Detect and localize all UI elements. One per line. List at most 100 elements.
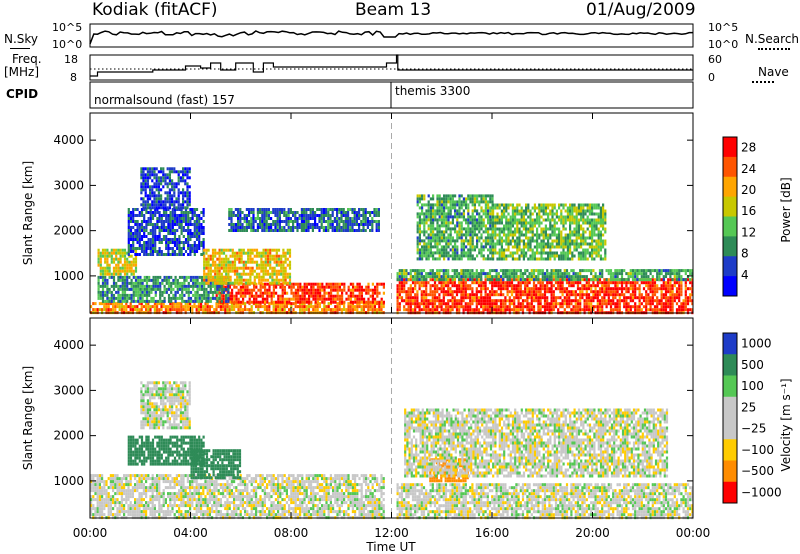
power-cell bbox=[281, 294, 284, 298]
power-cell bbox=[349, 220, 352, 223]
power-cell bbox=[427, 245, 430, 249]
power-cell bbox=[193, 232, 196, 235]
power-cell bbox=[482, 299, 485, 303]
power-cell bbox=[107, 308, 110, 312]
power-cell bbox=[427, 215, 430, 219]
power-cell bbox=[362, 211, 365, 214]
power-cell bbox=[466, 269, 470, 273]
power-cell bbox=[653, 269, 657, 273]
power-cell bbox=[647, 293, 650, 297]
power-cell bbox=[625, 281, 628, 285]
power-cell bbox=[491, 269, 494, 273]
power-cell bbox=[256, 229, 259, 232]
power-cell bbox=[434, 218, 437, 222]
power-cell bbox=[460, 194, 463, 198]
power-cell bbox=[294, 297, 297, 301]
power-cell bbox=[282, 269, 285, 273]
power-cell bbox=[268, 308, 271, 312]
power-cell bbox=[691, 275, 694, 279]
power-cell bbox=[164, 179, 167, 183]
power-cell bbox=[173, 211, 177, 214]
power-cell bbox=[301, 291, 304, 295]
power-cell bbox=[616, 272, 619, 276]
power-cell bbox=[645, 299, 648, 303]
power-cell bbox=[458, 224, 461, 228]
power-cell bbox=[229, 278, 232, 282]
power-cell bbox=[107, 302, 110, 306]
power-cell bbox=[649, 284, 652, 288]
power-cell bbox=[631, 269, 635, 273]
power-cell bbox=[495, 299, 498, 303]
power-cell bbox=[658, 287, 661, 291]
power-cell bbox=[471, 308, 474, 312]
power-cell bbox=[287, 211, 290, 214]
power-cell bbox=[189, 208, 192, 211]
power-cell bbox=[152, 275, 155, 279]
power-cell bbox=[579, 305, 582, 309]
power-cell bbox=[513, 278, 516, 282]
power-cell bbox=[458, 215, 461, 219]
power-cell bbox=[171, 179, 174, 183]
power-cell bbox=[429, 242, 432, 246]
power-cell bbox=[341, 294, 344, 298]
power-cell bbox=[338, 226, 341, 229]
power-cell bbox=[253, 294, 256, 298]
power-cell bbox=[202, 247, 205, 250]
power-cell bbox=[429, 197, 432, 201]
power-cell bbox=[151, 223, 155, 226]
power-cell bbox=[486, 296, 489, 300]
power-cell bbox=[625, 308, 628, 312]
power-cell bbox=[587, 293, 591, 297]
power-cell bbox=[281, 229, 284, 232]
power-cell bbox=[345, 291, 348, 295]
power-cell bbox=[343, 305, 346, 309]
power-cell bbox=[614, 287, 617, 291]
power-cell bbox=[631, 305, 635, 309]
power-cell bbox=[167, 305, 170, 309]
power-cell bbox=[101, 302, 104, 306]
power-cell bbox=[99, 251, 102, 255]
power-cell bbox=[165, 211, 168, 214]
power-cell bbox=[614, 290, 617, 294]
power-cell bbox=[669, 275, 672, 279]
power-cell bbox=[198, 226, 201, 229]
power-cell bbox=[609, 275, 613, 279]
power-cell bbox=[161, 281, 164, 285]
power-cell bbox=[631, 281, 635, 285]
power-cell bbox=[400, 299, 404, 303]
power-cell bbox=[587, 308, 591, 312]
power-cell bbox=[178, 214, 181, 217]
power-cell bbox=[235, 305, 238, 309]
power-cell bbox=[660, 278, 663, 282]
power-cell bbox=[296, 211, 299, 214]
power-cell bbox=[396, 278, 399, 282]
power-cell bbox=[358, 217, 361, 220]
power-cell bbox=[594, 287, 597, 291]
power-cell bbox=[314, 214, 317, 217]
power-cell bbox=[282, 278, 285, 282]
power-cell bbox=[268, 291, 271, 295]
power-cell bbox=[554, 296, 558, 300]
power-cell bbox=[607, 296, 610, 300]
power-cell bbox=[405, 290, 408, 294]
power-cell bbox=[411, 296, 415, 300]
power-cell bbox=[272, 291, 275, 295]
power-cell bbox=[403, 272, 406, 276]
power-cell bbox=[616, 293, 619, 297]
power-cell bbox=[140, 308, 143, 312]
power-cell bbox=[517, 296, 520, 300]
power-cell bbox=[561, 281, 564, 285]
power-cell bbox=[598, 269, 602, 273]
power-cell bbox=[292, 308, 295, 312]
power-cell bbox=[158, 308, 161, 312]
power-cell bbox=[420, 299, 423, 303]
power-cell bbox=[214, 251, 217, 255]
power-cell bbox=[255, 291, 258, 295]
power-cell bbox=[377, 223, 380, 226]
power-cell bbox=[601, 269, 604, 273]
power-cell bbox=[289, 226, 292, 229]
power-cell bbox=[443, 203, 446, 207]
power-cell bbox=[112, 293, 116, 297]
power-cell bbox=[200, 229, 203, 232]
power-cell bbox=[186, 188, 189, 192]
